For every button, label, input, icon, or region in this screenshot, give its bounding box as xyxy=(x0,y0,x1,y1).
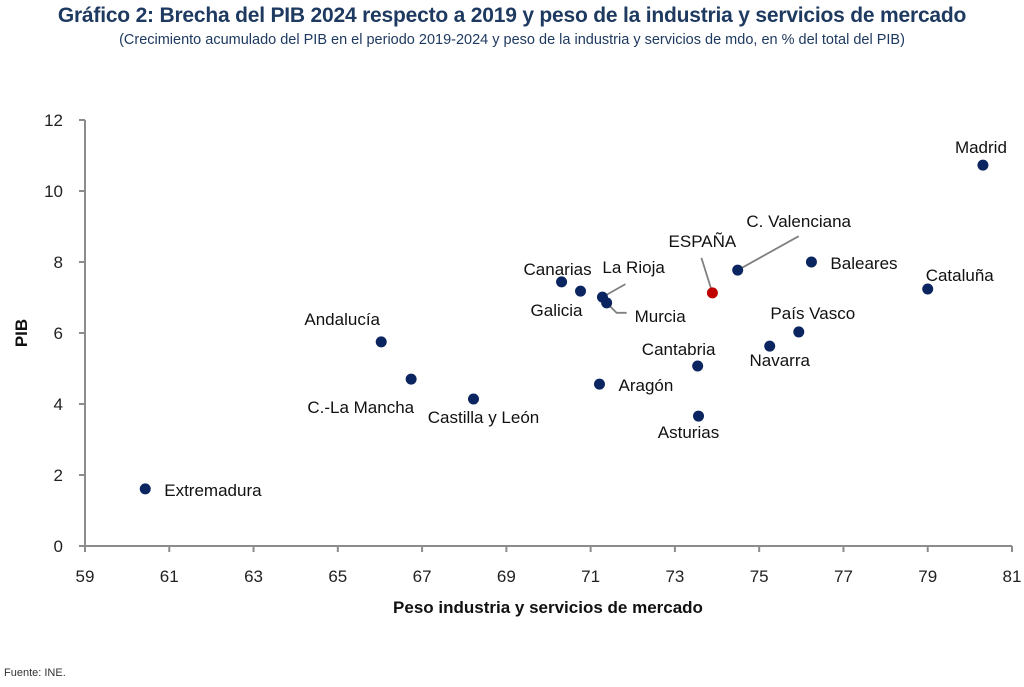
y-tick-label: 4 xyxy=(54,395,63,414)
x-tick-label: 69 xyxy=(497,567,516,586)
y-tick-label: 12 xyxy=(44,111,63,130)
data-label: Cataluña xyxy=(926,266,995,285)
data-point xyxy=(593,378,605,390)
data-point xyxy=(732,264,744,276)
data-point xyxy=(405,373,417,385)
data-label: Baleares xyxy=(830,254,897,273)
leader-line xyxy=(700,257,714,294)
x-tick-label: 77 xyxy=(834,567,853,586)
data-point xyxy=(556,276,568,288)
source-note: Fuente: INE. xyxy=(4,667,66,679)
x-tick-label: 63 xyxy=(244,567,263,586)
data-label: C. Valenciana xyxy=(746,212,851,231)
y-tick-label: 10 xyxy=(44,182,63,201)
x-tick-label: 79 xyxy=(918,567,937,586)
data-point xyxy=(693,410,705,422)
data-label: Navarra xyxy=(749,351,810,370)
data-label: Asturias xyxy=(658,423,719,442)
x-tick-label: 65 xyxy=(328,567,347,586)
data-label: La Rioja xyxy=(602,258,665,277)
x-tick-label: 75 xyxy=(750,567,769,586)
data-label: Murcia xyxy=(635,307,687,326)
data-label: Extremadura xyxy=(164,481,262,500)
data-point-highlight xyxy=(706,287,718,299)
data-label: Cantabria xyxy=(642,340,716,359)
data-point xyxy=(805,256,817,268)
x-tick-label: 59 xyxy=(76,567,95,586)
data-label: Aragón xyxy=(618,376,673,395)
y-tick-label: 0 xyxy=(54,537,63,556)
chart-title: Gráfico 2: Brecha del PIB 2024 respecto … xyxy=(57,4,967,27)
y-axis-title: PIB xyxy=(12,319,31,347)
data-point xyxy=(977,159,989,171)
data-label: Andalucía xyxy=(304,310,380,329)
data-label: Galicia xyxy=(531,301,584,320)
data-point xyxy=(922,283,934,295)
x-axis-title: Peso industria y servicios de mercado xyxy=(393,598,703,617)
data-points xyxy=(139,159,989,495)
x-tick-label: 73 xyxy=(665,567,684,586)
y-tick-label: 8 xyxy=(54,253,63,272)
x-tick-label: 61 xyxy=(160,567,179,586)
leader-line xyxy=(737,235,800,271)
data-point xyxy=(575,285,587,297)
data-label: Madrid xyxy=(955,138,1007,157)
data-point xyxy=(793,326,805,338)
data-point xyxy=(764,340,776,352)
data-point xyxy=(375,336,387,348)
y-tick-label: 6 xyxy=(54,324,63,343)
data-label: Canarias xyxy=(524,260,592,279)
axes: 0 2 4 6 8 10 12 59 61 63 65 67 69 71 73 75 77 79 81 xyxy=(44,111,1021,586)
data-point xyxy=(139,483,151,495)
data-point xyxy=(692,360,704,372)
data-point xyxy=(601,297,613,309)
x-tick-label: 71 xyxy=(581,567,600,586)
data-point xyxy=(467,393,479,405)
data-labels: Extremadura Andalucía C.-La Mancha Castilla… xyxy=(164,138,1007,500)
chart-subtitle: (Crecimiento acumulado del PIB en el per… xyxy=(119,32,905,48)
data-label: Castilla y León xyxy=(428,408,540,427)
data-label: País Vasco xyxy=(770,304,855,323)
x-tick-label: 67 xyxy=(413,567,432,586)
data-label: C.-La Mancha xyxy=(307,398,414,417)
data-label: ESPAÑA xyxy=(669,232,737,251)
x-tick-label: 81 xyxy=(1003,567,1022,586)
y-tick-label: 2 xyxy=(54,466,63,485)
